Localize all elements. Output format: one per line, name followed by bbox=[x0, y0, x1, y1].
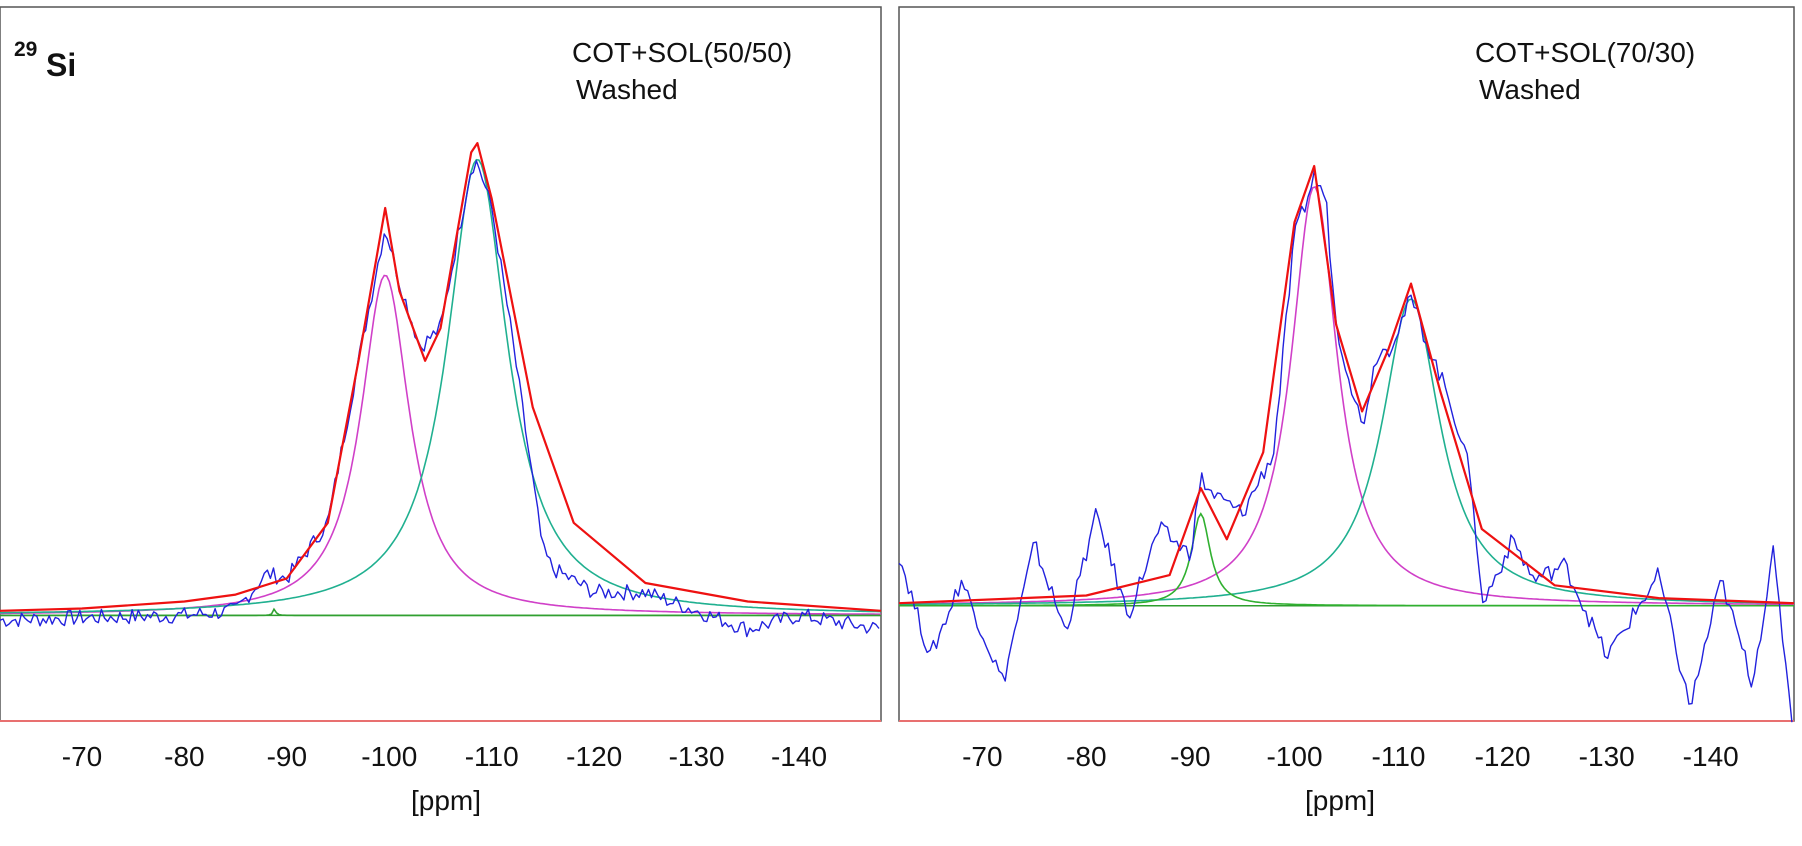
x-tick-group: -70 -80 -90 -100 -110 -120 -130 -140 bbox=[962, 741, 1739, 772]
x-tick-label: -100 bbox=[361, 741, 417, 772]
curve-group bbox=[0, 142, 882, 638]
experimental-spectrum-line bbox=[0, 160, 880, 638]
curve-group bbox=[898, 164, 1795, 723]
nmr-panel-left: 29 Si COT+SOL(50/50) Washed [ppm] -70 -80… bbox=[0, 6, 882, 816]
fit-envelope-line bbox=[0, 142, 882, 612]
nucleus-mass-label: 29 bbox=[14, 38, 37, 61]
fit-envelope-line bbox=[898, 164, 1795, 605]
x-tick-label: -80 bbox=[164, 741, 204, 772]
x-tick-label: -70 bbox=[962, 741, 1002, 772]
nucleus-symbol-label: Si bbox=[46, 47, 76, 83]
x-tick-group: -70 -80 -90 -100 -110 -120 -130 -140 bbox=[62, 741, 827, 772]
x-tick-label: -130 bbox=[1579, 741, 1635, 772]
sample-subtitle: Washed bbox=[576, 74, 678, 105]
nmr-panel-right: COT+SOL(70/30) Washed [ppm] -70 -80 -90 -10… bbox=[898, 6, 1795, 816]
x-tick-label: -70 bbox=[62, 741, 102, 772]
x-axis-title: [ppm] bbox=[411, 785, 481, 816]
x-tick-label: -140 bbox=[1683, 741, 1739, 772]
x-tick-label: -130 bbox=[669, 741, 725, 772]
x-tick-label: -120 bbox=[566, 741, 622, 772]
sample-title: COT+SOL(50/50) bbox=[572, 37, 792, 68]
x-tick-label: -120 bbox=[1475, 741, 1531, 772]
component-curve-1 bbox=[899, 186, 1794, 606]
experimental-spectrum-line bbox=[898, 170, 1793, 723]
component-curve-2 bbox=[899, 298, 1794, 606]
x-tick-label: -80 bbox=[1066, 741, 1106, 772]
component-curve-2 bbox=[0, 158, 881, 614]
x-tick-label: -110 bbox=[1372, 741, 1426, 772]
sample-subtitle: Washed bbox=[1479, 74, 1581, 105]
component-curve-3 bbox=[899, 512, 1794, 607]
x-tick-label: -90 bbox=[267, 741, 307, 772]
x-tick-label: -90 bbox=[1170, 741, 1210, 772]
sample-title: COT+SOL(70/30) bbox=[1475, 37, 1695, 68]
x-tick-label: -140 bbox=[771, 741, 827, 772]
x-tick-label: -100 bbox=[1266, 741, 1322, 772]
x-tick-label: -110 bbox=[465, 741, 519, 772]
x-axis-title: [ppm] bbox=[1305, 785, 1375, 816]
